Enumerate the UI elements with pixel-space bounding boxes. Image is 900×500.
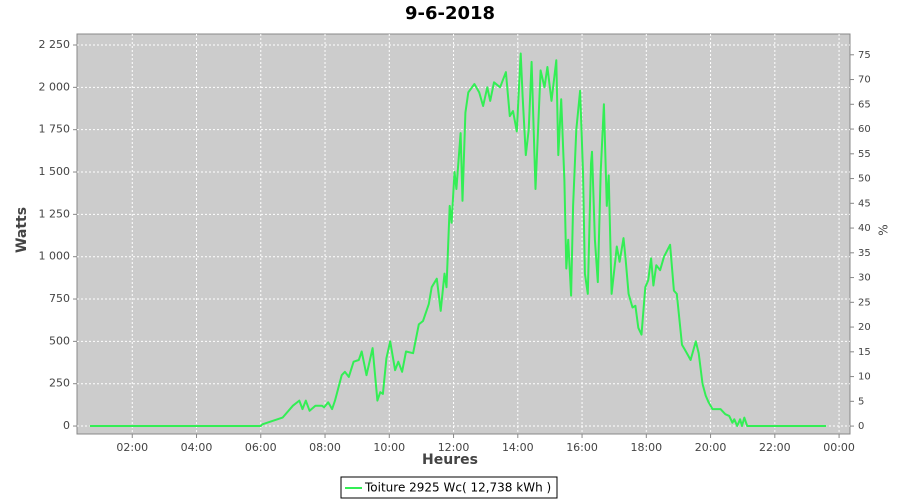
x-tick-label: 14:00 bbox=[502, 441, 534, 454]
y-tick-label: 1 500 bbox=[39, 165, 71, 178]
chart-title: 9-6-2018 bbox=[405, 3, 495, 24]
y2-tick-label: 40 bbox=[858, 223, 871, 234]
legend-box bbox=[340, 476, 558, 499]
x-tick-label: 20:00 bbox=[695, 441, 727, 454]
y-axis-label: Watts bbox=[14, 207, 30, 253]
y2-tick-label: 60 bbox=[858, 124, 871, 135]
y2-tick-label: 10 bbox=[858, 372, 871, 383]
y2-tick-label: 50 bbox=[858, 174, 871, 185]
x-tick-label: 22:00 bbox=[759, 441, 791, 454]
x-axis-label: Heures bbox=[422, 452, 478, 468]
x-tick-label: 04:00 bbox=[181, 441, 213, 454]
y2-tick-label: 55 bbox=[858, 149, 871, 160]
y2-tick-label: 35 bbox=[858, 248, 871, 259]
y-tick-label: 1 000 bbox=[39, 250, 71, 263]
y2-tick-label: 20 bbox=[858, 322, 871, 333]
y2-tick-label: 30 bbox=[858, 273, 871, 284]
x-tick-label: 00:00 bbox=[823, 441, 855, 454]
y-tick-label: 750 bbox=[49, 292, 70, 305]
legend-label: Toiture 2925 Wc( 12,738 kWh ) bbox=[364, 481, 551, 495]
x-tick-label: 12:00 bbox=[438, 441, 470, 454]
x-tick-label: 16:00 bbox=[566, 441, 598, 454]
y-tick-label: 1 250 bbox=[39, 207, 71, 220]
x-tick-label: 10:00 bbox=[373, 441, 405, 454]
y2-tick-label: 5 bbox=[858, 396, 864, 407]
y-tick-label: 0 bbox=[63, 419, 70, 432]
y2-tick-label: 65 bbox=[858, 99, 871, 110]
series-line bbox=[89, 52, 827, 427]
x-tick-label: 06:00 bbox=[245, 441, 277, 454]
y2-tick-label: 15 bbox=[858, 347, 871, 358]
x-tick-label: 08:00 bbox=[309, 441, 341, 454]
y2-tick-label: 70 bbox=[858, 75, 871, 86]
y2-tick-label: 45 bbox=[858, 198, 871, 209]
y2-axis-label: % bbox=[877, 224, 891, 235]
y-tick-label: 2 250 bbox=[39, 38, 71, 51]
y2-tick-label: 25 bbox=[858, 297, 871, 308]
plot-area bbox=[76, 33, 851, 435]
y-tick-label: 2 000 bbox=[39, 80, 71, 93]
x-tick-label: 02:00 bbox=[116, 441, 148, 454]
y-tick-label: 1 750 bbox=[39, 123, 71, 136]
y-tick-label: 250 bbox=[49, 377, 70, 390]
y2-tick-label: 75 bbox=[858, 50, 871, 61]
x-tick-label: 18:00 bbox=[630, 441, 662, 454]
y2-tick-label: 0 bbox=[858, 421, 864, 432]
y-tick-label: 500 bbox=[49, 334, 70, 347]
